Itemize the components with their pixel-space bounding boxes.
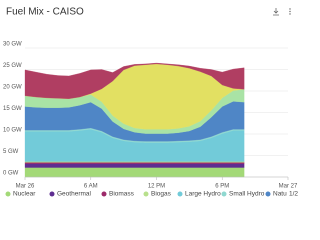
legend-label: Small Hydro [229, 191, 265, 198]
x-tick-label: Mar 27 [279, 184, 298, 190]
legend-swatch [143, 191, 149, 197]
y-tick-label: 30 GW [3, 42, 22, 48]
x-tick-label: 6 AM [84, 184, 98, 190]
x-tick-label: Mar 26 [16, 184, 35, 190]
legend-swatch [177, 191, 183, 197]
legend-label: Large Hydro [185, 191, 221, 198]
y-tick-label: 25 GW [3, 63, 22, 69]
legend-swatch [101, 191, 107, 197]
y-tick-label: 10 GW [3, 128, 22, 134]
legend-label: Natural Gas [273, 191, 300, 198]
y-tick-label: 15 GW [3, 106, 22, 112]
legend-page[interactable]: 1/2 [289, 191, 298, 198]
y-tick-label: 0 GW [3, 171, 19, 177]
legend-swatch [221, 191, 227, 197]
legend-label: Geothermal [57, 191, 92, 198]
area [24, 162, 245, 164]
area [24, 167, 245, 178]
x-tick-label: 12 PM [148, 184, 165, 190]
chart-title: Fuel Mix - CAISO [6, 7, 84, 18]
legend-swatch [5, 191, 11, 197]
area [24, 62, 245, 99]
x-tick-label: 6 PM [215, 184, 229, 190]
legend-swatch [265, 191, 271, 197]
chart: Fuel Mix - CAISO 0 GW 5 GW 10 GW 15 GW 20 GW… [3, 7, 300, 198]
legend-swatch [49, 191, 55, 197]
download-icon[interactable] [273, 8, 279, 16]
legend-label: Biomass [109, 191, 135, 198]
y-tick-label: 20 GW [3, 85, 22, 91]
y-tick-label: 5 GW [3, 149, 19, 155]
legend-label: Nuclear [13, 191, 36, 198]
legend-label: Biogas [151, 191, 172, 198]
menu-icon[interactable] [289, 8, 291, 15]
area [24, 163, 245, 168]
